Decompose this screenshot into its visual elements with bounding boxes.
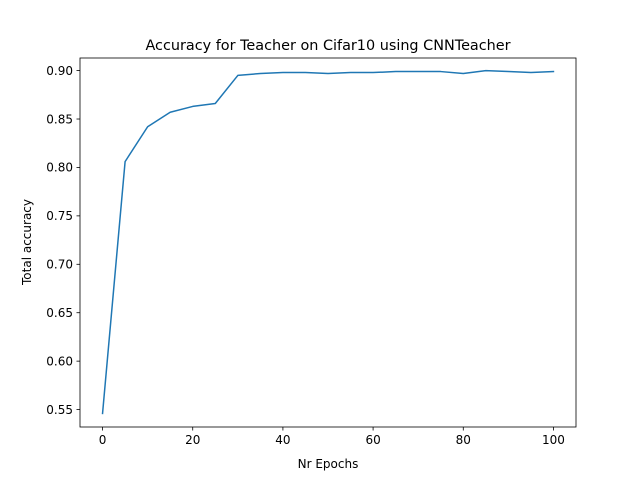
series-line-0 — [101, 69, 555, 415]
y-tick-label-0: 0.55 — [46, 403, 73, 417]
chart-title: Accuracy for Teacher on Cifar10 using CN… — [145, 38, 510, 54]
y-tick-label-7: 0.90 — [46, 64, 73, 78]
y-tick-label-3: 0.70 — [46, 258, 73, 272]
y-tick-label-4: 0.75 — [46, 209, 73, 223]
axes-frame — [79, 57, 577, 428]
x-tick-label-5: 100 — [542, 433, 565, 447]
y-tick-label-5: 0.80 — [46, 161, 73, 175]
y-tick-label-2: 0.65 — [46, 306, 73, 320]
plot-area: 0 20 40 60 80 100 0.55 0.60 0.65 0.70 0.75 0.80 0.85… — [46, 57, 577, 447]
y-tick-label-6: 0.85 — [46, 112, 73, 126]
y-tick-label-1: 0.60 — [46, 354, 73, 368]
x-axis-label: Nr Epochs — [298, 457, 359, 471]
x-tick-label-1: 20 — [185, 433, 200, 447]
x-tick-label-4: 80 — [456, 433, 471, 447]
y-axis-label: Total accuracy — [20, 199, 34, 286]
x-tick-label-2: 40 — [275, 433, 290, 447]
x-tick-label-0: 0 — [99, 433, 107, 447]
x-tick-label-3: 60 — [365, 433, 380, 447]
